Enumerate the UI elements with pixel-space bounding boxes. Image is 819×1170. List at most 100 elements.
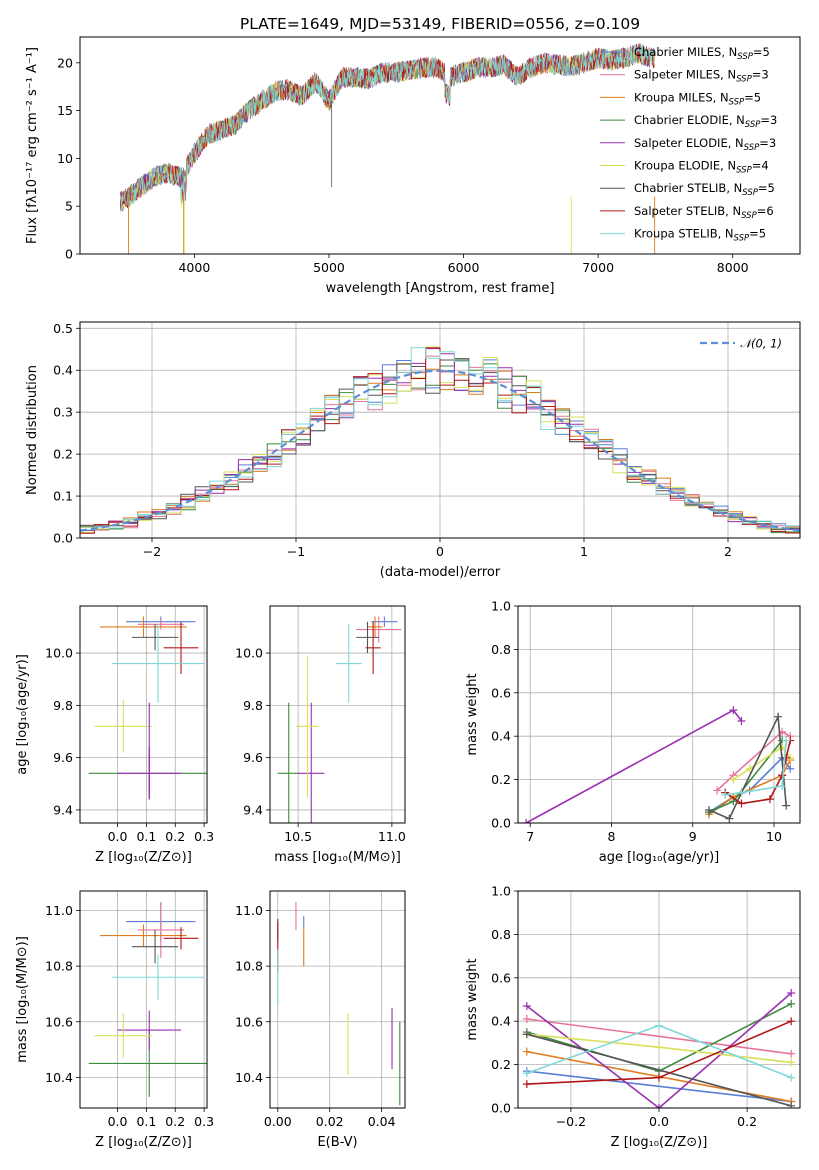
x-tick-label: 7000	[582, 260, 614, 275]
weight-marker	[522, 819, 531, 823]
y-tick-label: 9.4	[243, 802, 263, 817]
age-vs-Z-frame	[79, 605, 208, 824]
spectrum-frame	[79, 36, 801, 255]
mass-weight-vs-age-axes: 7 8 9 10 0.0 0.2 0.4 0.6 0.8 1.0 age [log₁₀(age/yr…	[465, 599, 800, 865]
weight-marker	[729, 775, 738, 784]
spectrum-legend: Chabrier MILES, NSSP=5 Salpeter MILES, NS…	[600, 45, 777, 244]
weight-line-chabrier-elodie	[708, 739, 783, 813]
weight-marker	[787, 1058, 796, 1067]
weight-marker	[522, 1030, 531, 1039]
y-tick-label: 0.8	[491, 642, 511, 657]
spectrum-axes: 4000 5000 6000 7000 8000 0 5 10 15 20 wavelength […	[25, 47, 749, 296]
mass-vs-Z-xlabel: Z [log₁₀(Z/Z⊙)]	[95, 1135, 192, 1150]
x-tick-label: 0.0	[649, 1114, 669, 1129]
x-tick-label: 0.02	[316, 1114, 344, 1129]
y-tick-label: 0.0	[53, 531, 73, 546]
weight-marker	[522, 1015, 531, 1024]
errorbar-kroupa-stelib	[111, 624, 205, 703]
y-tick-label: 9.6	[53, 750, 73, 765]
age-vs-mass-grid	[270, 606, 405, 823]
weight-marker	[737, 788, 746, 797]
mass-vs-EBV-frame	[269, 890, 406, 1109]
mass-vs-Z-grid	[80, 891, 207, 1108]
mass-vs-Z-ylabel: mass [log₁₀(M/M⊙)]	[15, 936, 30, 1063]
mass-vs-Z-frame	[79, 890, 208, 1109]
errorbar-kroupa-stelib	[335, 624, 362, 703]
y-tick-label: 0.0	[491, 816, 511, 831]
spectrum-xlabel: wavelength [Angstrom, rest frame]	[326, 281, 555, 296]
x-tick-label: 0.3	[194, 829, 214, 844]
weight-marker	[765, 795, 774, 804]
legend-label: Kroupa ELODIE, NSSP=4	[634, 159, 769, 176]
legend-label: Salpeter ELODIE, NSSP=3	[634, 136, 776, 153]
y-tick-label: 9.6	[243, 750, 263, 765]
histogram-kroupa-stelib	[80, 347, 800, 531]
y-tick-label: 9.8	[53, 698, 73, 713]
errorbar-salpeter-stelib	[163, 621, 199, 674]
weight-marker	[721, 790, 730, 799]
y-tick-label: 0.2	[53, 447, 73, 462]
residuals-frame	[79, 321, 801, 539]
weight-marker	[787, 999, 796, 1008]
y-tick-label: 0.6	[491, 970, 511, 985]
y-tick-label: 10.6	[45, 1014, 73, 1029]
x-tick-label: 0.2	[165, 829, 185, 844]
legend-label: Kroupa STELIB, NSSP=5	[634, 227, 766, 244]
x-tick-label: 0.2	[165, 1114, 185, 1129]
weight-marker	[729, 706, 738, 715]
weight-marker	[655, 1021, 663, 1030]
x-tick-label: −1	[287, 544, 305, 559]
x-tick-label: 0.2	[737, 1114, 757, 1129]
errorbar-kroupa-miles	[367, 616, 383, 638]
x-tick-label: 8	[607, 829, 615, 844]
x-tick-label: −0.2	[556, 1114, 586, 1129]
weight-marker	[774, 712, 783, 721]
x-tick-label: 5000	[313, 260, 345, 275]
errorbar-salpeter-elodie	[117, 1010, 182, 1050]
y-tick-label: 1.0	[491, 884, 511, 899]
x-tick-label: 10.5	[284, 829, 312, 844]
gaussian-curve	[79, 369, 801, 532]
x-tick-label: −2	[143, 544, 161, 559]
y-tick-label: 0.4	[491, 729, 511, 744]
errorbar-salpeter-stelib	[163, 927, 199, 950]
weight-marker	[522, 1069, 531, 1078]
x-tick-label: 10	[766, 829, 782, 844]
spectrum-ylabel: Flux [fλ10⁻¹⁷ erg cm⁻² s⁻¹ A⁻¹]	[25, 47, 40, 244]
x-tick-label: 0.0	[108, 829, 128, 844]
x-tick-label: 4000	[178, 260, 210, 275]
weight-marker	[787, 1073, 796, 1082]
mass-weight-vs-Z-xlabel: Z [log₁₀(Z/Z⊙)]	[611, 1135, 708, 1150]
x-tick-label: 7	[526, 829, 534, 844]
y-tick-label: 15	[57, 103, 73, 118]
legend-label: Salpeter STELIB, NSSP=6	[634, 204, 774, 221]
y-tick-label: 11.0	[45, 903, 73, 918]
mass-vs-EBV-xlabel: E(B-V)	[317, 1135, 357, 1150]
gaussian-legend-label: 𝒩(0, 1)	[740, 337, 782, 351]
weight-marker	[737, 799, 746, 808]
x-tick-label: 2	[724, 544, 732, 559]
residuals-ylabel: Normed distribution	[25, 365, 40, 495]
y-tick-label: 10.4	[235, 1070, 263, 1085]
x-tick-label: 1	[580, 544, 588, 559]
spectrum-line-kroupa-stelib	[120, 44, 655, 208]
errorbar-salpeter-miles	[356, 616, 402, 643]
mass-vs-EBV-grid	[270, 891, 405, 1108]
weight-line-kroupa-elodie	[732, 745, 791, 781]
age-vs-Z-xlabel: Z [log₁₀(Z/Z⊙)]	[95, 850, 192, 865]
weight-marker	[782, 801, 791, 810]
age-vs-Z-grid	[80, 606, 207, 823]
y-tick-label: 20	[57, 55, 73, 70]
mass-weight-vs-Z-frame	[517, 890, 801, 1109]
y-tick-label: 10.0	[235, 646, 263, 661]
weight-marker	[704, 805, 713, 814]
mass-weight-vs-age-xlabel: age [log₁₀(age/yr)]	[599, 850, 720, 865]
y-tick-label: 9.4	[53, 802, 73, 817]
weight-line-kroupa-miles	[708, 759, 791, 815]
residuals-xlabel: (data-model)/error	[380, 565, 501, 580]
weight-marker	[787, 988, 796, 997]
y-tick-label: 0.2	[491, 1057, 511, 1072]
y-tick-label: 0.4	[491, 1014, 511, 1029]
weight-marker	[782, 736, 791, 745]
